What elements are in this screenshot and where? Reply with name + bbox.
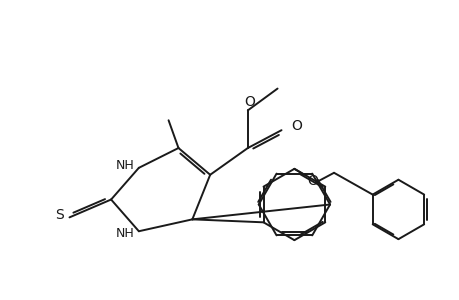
Text: O: O (291, 119, 302, 133)
Text: S: S (55, 208, 64, 222)
Text: NH: NH (116, 227, 134, 240)
Text: NH: NH (116, 159, 134, 172)
Text: O: O (244, 95, 255, 110)
Text: O: O (306, 174, 317, 188)
